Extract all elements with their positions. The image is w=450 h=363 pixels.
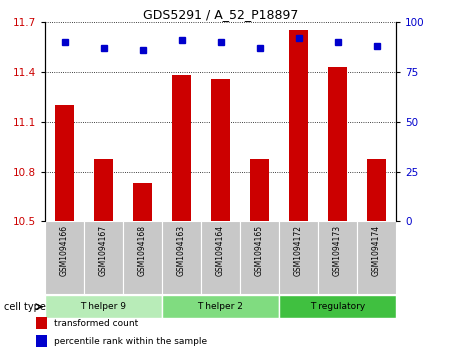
Text: GSM1094166: GSM1094166 <box>60 225 69 276</box>
Bar <box>45 295 162 318</box>
Bar <box>357 221 396 294</box>
Text: GSM1094165: GSM1094165 <box>255 225 264 276</box>
Bar <box>123 221 162 294</box>
Bar <box>240 221 279 294</box>
Bar <box>328 67 347 221</box>
Text: T regulatory: T regulatory <box>310 302 365 311</box>
Bar <box>55 105 74 221</box>
Text: GSM1094168: GSM1094168 <box>138 225 147 276</box>
Text: GSM1094164: GSM1094164 <box>216 225 225 276</box>
Text: percentile rank within the sample: percentile rank within the sample <box>54 337 207 346</box>
Bar <box>279 295 396 318</box>
Text: GSM1094172: GSM1094172 <box>294 225 303 276</box>
Bar <box>162 295 279 318</box>
Bar <box>289 30 308 221</box>
Bar <box>172 75 191 221</box>
Text: transformed count: transformed count <box>54 319 138 327</box>
Bar <box>45 221 84 294</box>
Bar <box>201 221 240 294</box>
Text: GSM1094163: GSM1094163 <box>177 225 186 276</box>
Bar <box>94 159 113 221</box>
Bar <box>84 221 123 294</box>
Bar <box>211 79 230 221</box>
Bar <box>36 335 47 347</box>
Bar <box>250 159 269 221</box>
Bar <box>133 183 152 221</box>
Text: GSM1094173: GSM1094173 <box>333 225 342 276</box>
Bar <box>318 221 357 294</box>
Text: GSM1094167: GSM1094167 <box>99 225 108 276</box>
Title: GDS5291 / A_52_P18897: GDS5291 / A_52_P18897 <box>143 8 298 21</box>
Text: T helper 9: T helper 9 <box>81 302 126 311</box>
Bar <box>279 221 318 294</box>
Text: cell type: cell type <box>4 302 46 312</box>
Bar <box>367 159 386 221</box>
Bar <box>162 221 201 294</box>
Text: T helper 2: T helper 2 <box>198 302 243 311</box>
Bar <box>36 317 47 329</box>
Text: GSM1094174: GSM1094174 <box>372 225 381 276</box>
